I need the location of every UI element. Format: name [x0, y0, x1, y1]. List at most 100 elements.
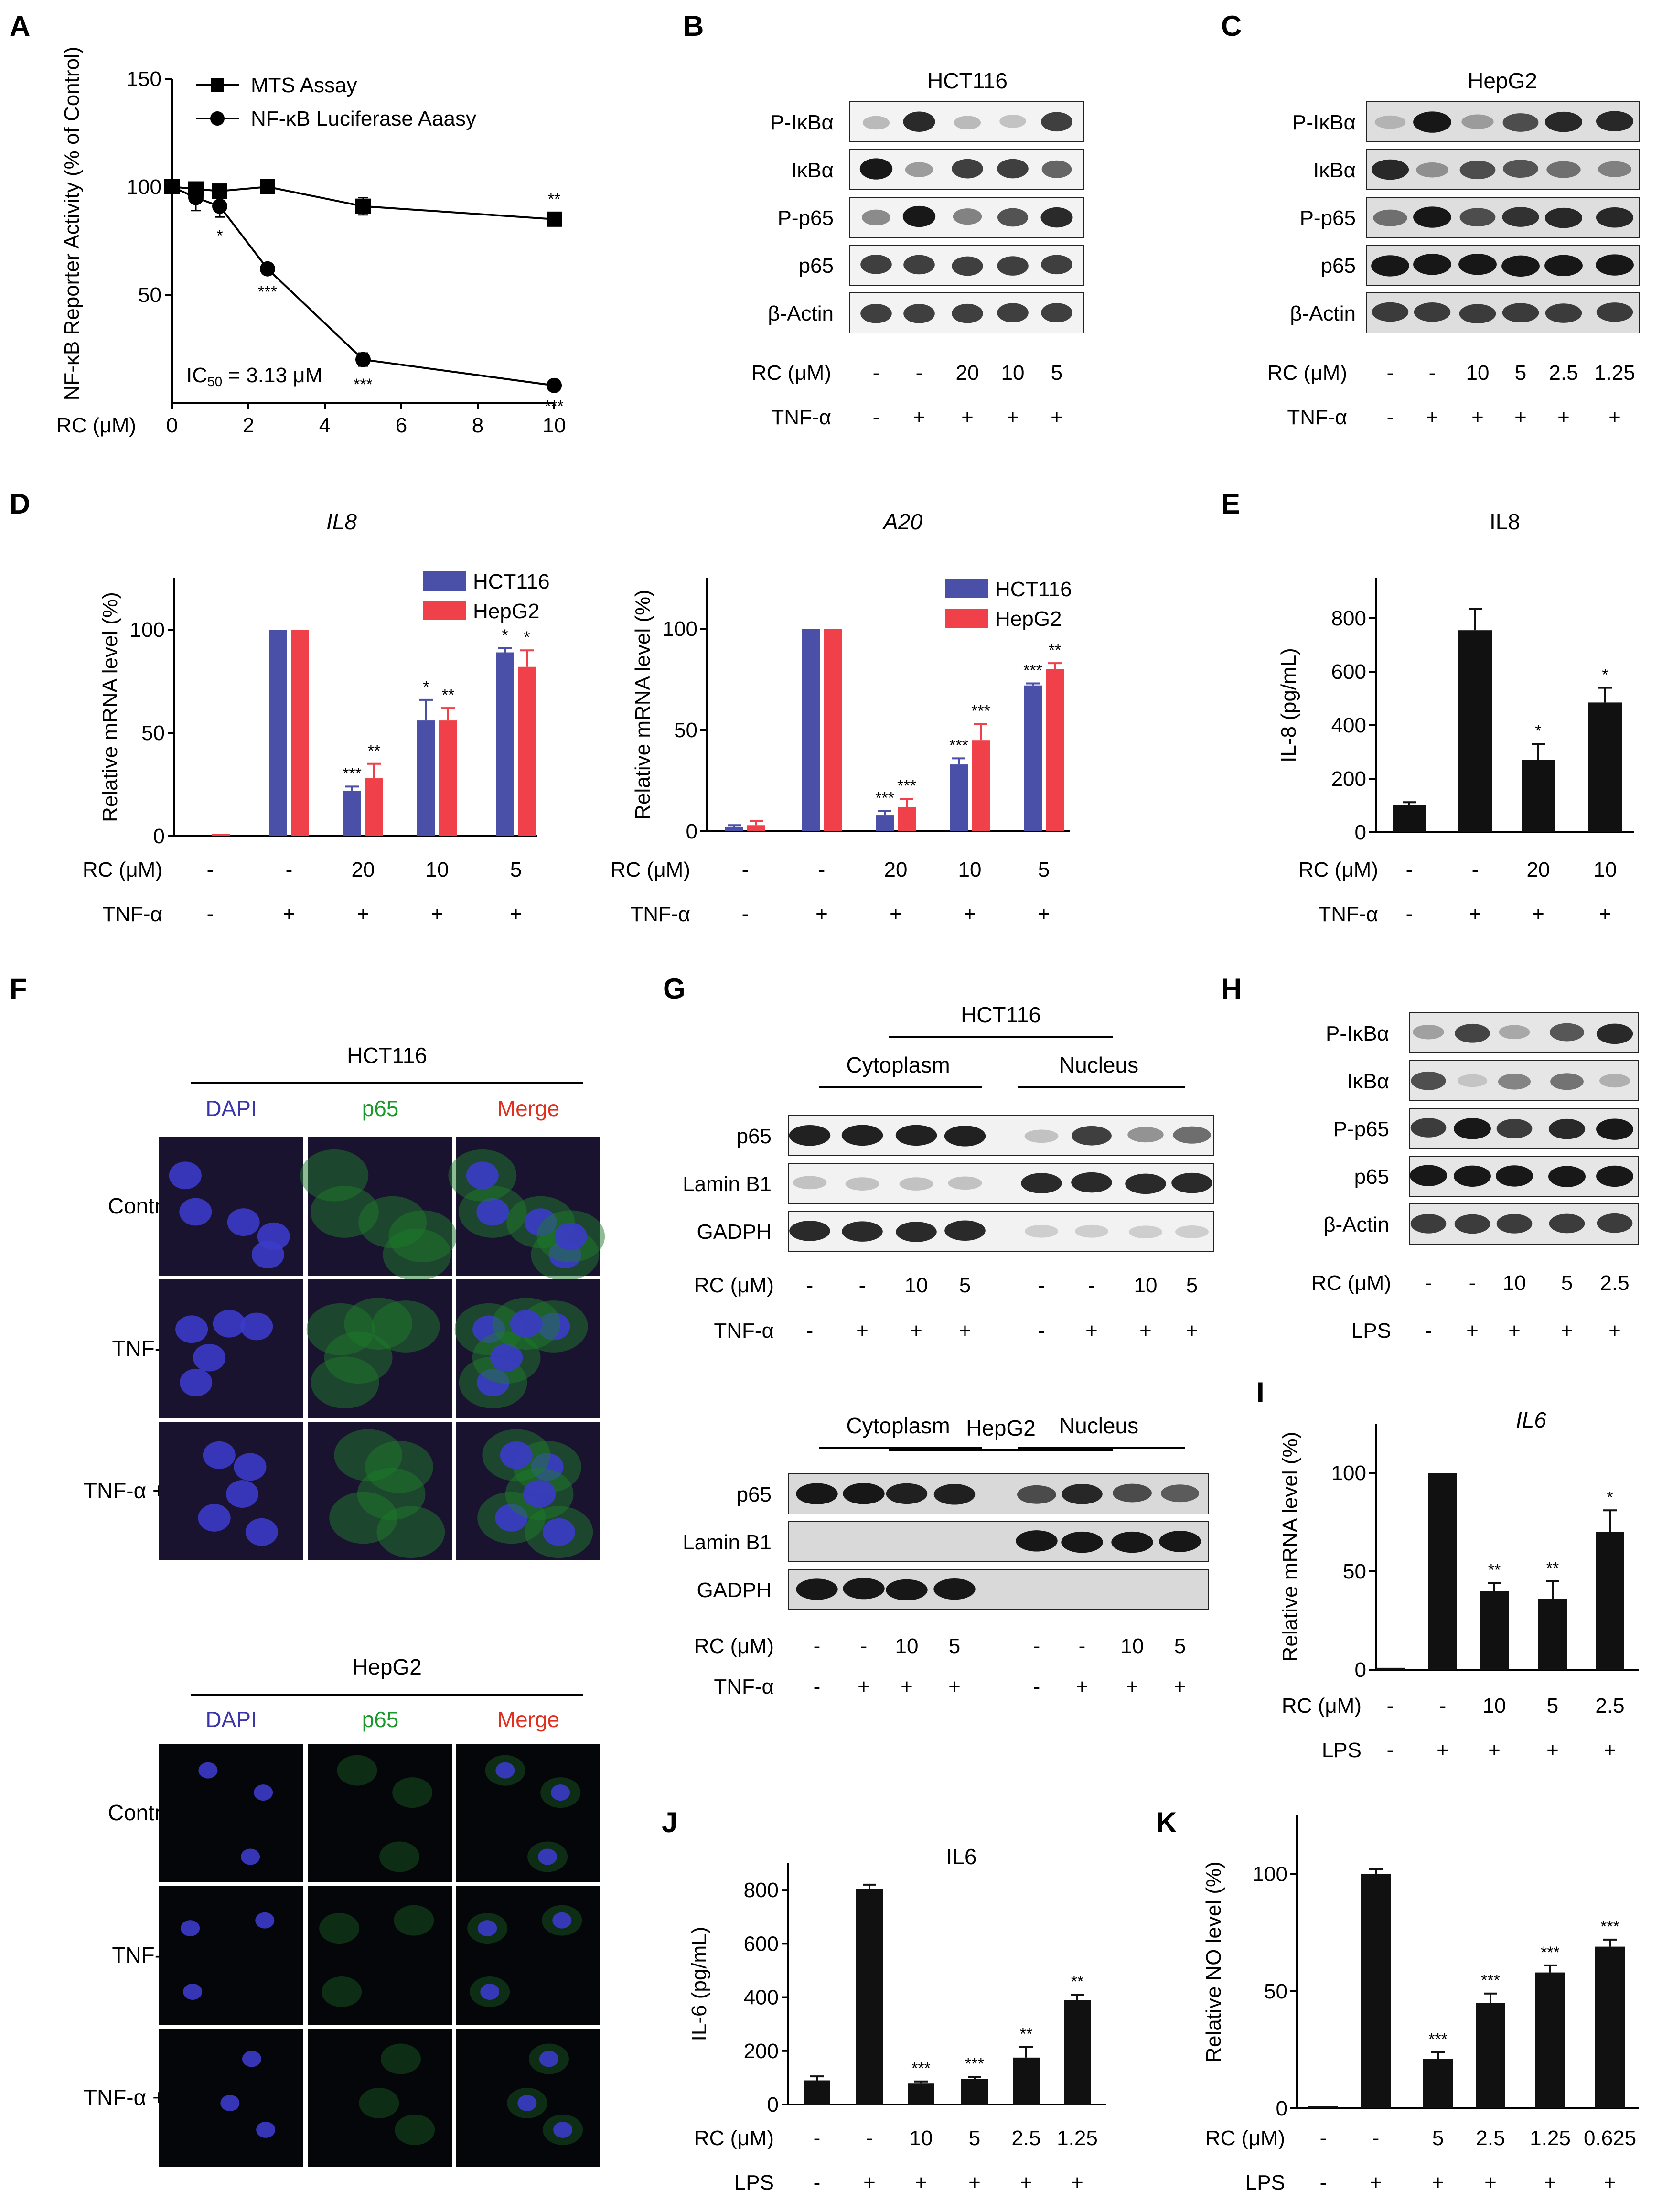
panel-g-hepg2-fractionation-blot: p65 Lamin B1 GADPH RC (μM) - - 10 5 - - 10 5 TNF-α - +… [683, 1413, 1209, 1698]
panel-b-band [997, 256, 1029, 276]
panel-b-protein-label: P-p65 [778, 206, 834, 230]
panel-c-band [1373, 209, 1407, 226]
panel-g2-treatment-value: + [1174, 1675, 1186, 1698]
panel-g1-rc-label: RC (μM) [694, 1274, 774, 1297]
panel-g1-band [1125, 1173, 1166, 1194]
panel-f2-nucleus-signal [220, 2094, 240, 2111]
panel-d1-significance-stars: ** [442, 686, 454, 704]
panel-d1-bar [496, 652, 514, 836]
panel-g2-band [1061, 1531, 1103, 1553]
panel-h-protein-label: P-p65 [1333, 1117, 1389, 1141]
panel-c-protein-label: P-IκBα [1292, 111, 1356, 134]
panel-f1-nucleus-signal [523, 1480, 556, 1508]
panel-i-rc-value: 10 [1483, 1694, 1506, 1718]
panel-j-bar [1013, 2057, 1040, 2105]
panel-j-rc-value: 2.5 [1011, 2126, 1040, 2150]
panel-j-significance-stars: *** [911, 2060, 931, 2078]
panel-b-title: HCT116 [927, 68, 1008, 93]
panel-h-band [1411, 1071, 1446, 1090]
panel-k-rc-value: 5 [1432, 2126, 1444, 2150]
panel-letter-a: A [10, 10, 30, 42]
panel-g1-rc-value: - [806, 1274, 814, 1297]
panel-i-bar [1480, 1591, 1509, 1670]
panel-a-x-axis-label: RC (μM) [56, 414, 136, 437]
panel-e-y-tick-label: 0 [1355, 821, 1366, 844]
panel-e-bar [1522, 760, 1555, 832]
panel-d1-bar [439, 720, 457, 836]
panel-d1-treatment-value: + [357, 902, 369, 926]
panel-c-band [1596, 254, 1634, 276]
panel-i-treatment-value: + [1437, 1739, 1449, 1762]
panel-d2-bar [725, 827, 743, 831]
panel-d2-rc-value: 10 [958, 858, 982, 881]
panel-c-band [1372, 302, 1409, 322]
panel-j-treatment-value: + [1071, 2171, 1083, 2194]
panel-k-treatment-label: LPS [1245, 2171, 1285, 2194]
panel-e-bar [1588, 702, 1622, 832]
panel-letter-f: F [10, 973, 27, 1005]
panel-h-band [1496, 1213, 1533, 1234]
panel-i-rc-value: - [1439, 1694, 1447, 1718]
panel-b-band [999, 114, 1026, 128]
panel-b-band [859, 158, 893, 180]
panel-k-treatment-value: + [1370, 2171, 1382, 2194]
panel-f2-image-tile [308, 1744, 452, 1882]
panel-d1-treatment-value: + [283, 902, 295, 926]
panel-f1-nucleus-signal [240, 1312, 273, 1341]
panel-c-protein-label: P-p65 [1300, 206, 1356, 230]
panel-b-rc-value: 10 [1001, 361, 1025, 385]
panel-d1-legend-label: HCT116 [473, 570, 550, 593]
panel-d1-bar [343, 790, 361, 836]
panel-g1-protein-label: GADPH [697, 1220, 772, 1244]
panel-d1-title: IL8 [326, 509, 357, 534]
panel-f1-cytoplasm-signal [357, 1468, 426, 1520]
panel-d1-y-tick-label: 100 [130, 618, 165, 642]
panel-d2-treatment-value: + [890, 902, 902, 926]
panel-d2-treatment-label: TNF-α [630, 902, 690, 926]
panel-b-band [1041, 255, 1072, 275]
panel-i-bar [1376, 1667, 1405, 1670]
panel-e-significance-stars: * [1602, 666, 1608, 684]
panel-d1-treatment-value: + [431, 902, 443, 926]
panel-h-treatment-value: + [1608, 1319, 1621, 1342]
panel-b-treatment-value: + [913, 406, 925, 429]
panel-c-band [1544, 207, 1583, 228]
panel-g1-rc-value: 5 [959, 1274, 971, 1297]
panel-f2-cytoplasm-signal [394, 1905, 434, 1936]
panel-h-rc-value: 5 [1561, 1271, 1573, 1295]
panel-j-y-tick-label: 0 [767, 2093, 779, 2116]
panel-h-band [1597, 1213, 1633, 1233]
panel-c-band [1598, 161, 1631, 177]
panel-i-significance-stars: ** [1546, 1559, 1559, 1578]
panel-letter-j: J [662, 1806, 677, 1838]
panel-f1-nucleus-signal [213, 1310, 246, 1338]
panel-i-y-axis-label: Relative mRNA level (%) [1278, 1432, 1302, 1662]
panel-c-band [1415, 162, 1449, 178]
panel-d1-y-tick-label: 0 [153, 825, 165, 848]
panel-f2-nucleus-signal [551, 1784, 570, 1801]
panel-letter-i: I [1256, 1376, 1265, 1408]
panel-e-bar [1393, 805, 1426, 832]
panel-g1-rc-value: 10 [1134, 1274, 1158, 1297]
panel-c-band [1413, 206, 1451, 228]
panel-g1-band [842, 1221, 883, 1242]
panel-e-y-tick-label: 400 [1331, 714, 1366, 737]
panel-a-legend-circle-marker [210, 111, 225, 126]
panel-g2-band [1016, 1530, 1058, 1552]
panel-h-rc-value: - [1425, 1271, 1432, 1295]
panel-j-bar [1064, 2000, 1091, 2105]
panel-a-circle-point [164, 179, 180, 194]
panel-g2-band [843, 1483, 885, 1504]
panel-h-band [1550, 1073, 1584, 1090]
panel-k-significance-stars: *** [1428, 2030, 1448, 2048]
panel-g1-band [793, 1176, 827, 1190]
panel-a-x-tick-label: 4 [319, 414, 331, 437]
panel-f1-image-tile [159, 1279, 303, 1418]
panel-a-circle-point [212, 198, 227, 214]
panel-k-rc-value: - [1372, 2126, 1380, 2150]
panel-f1-nucleus-signal [257, 1222, 290, 1250]
panel-g1-cytoplasm-label: Cytoplasm [846, 1052, 950, 1077]
panel-g1-title: HCT116 [961, 1002, 1041, 1027]
